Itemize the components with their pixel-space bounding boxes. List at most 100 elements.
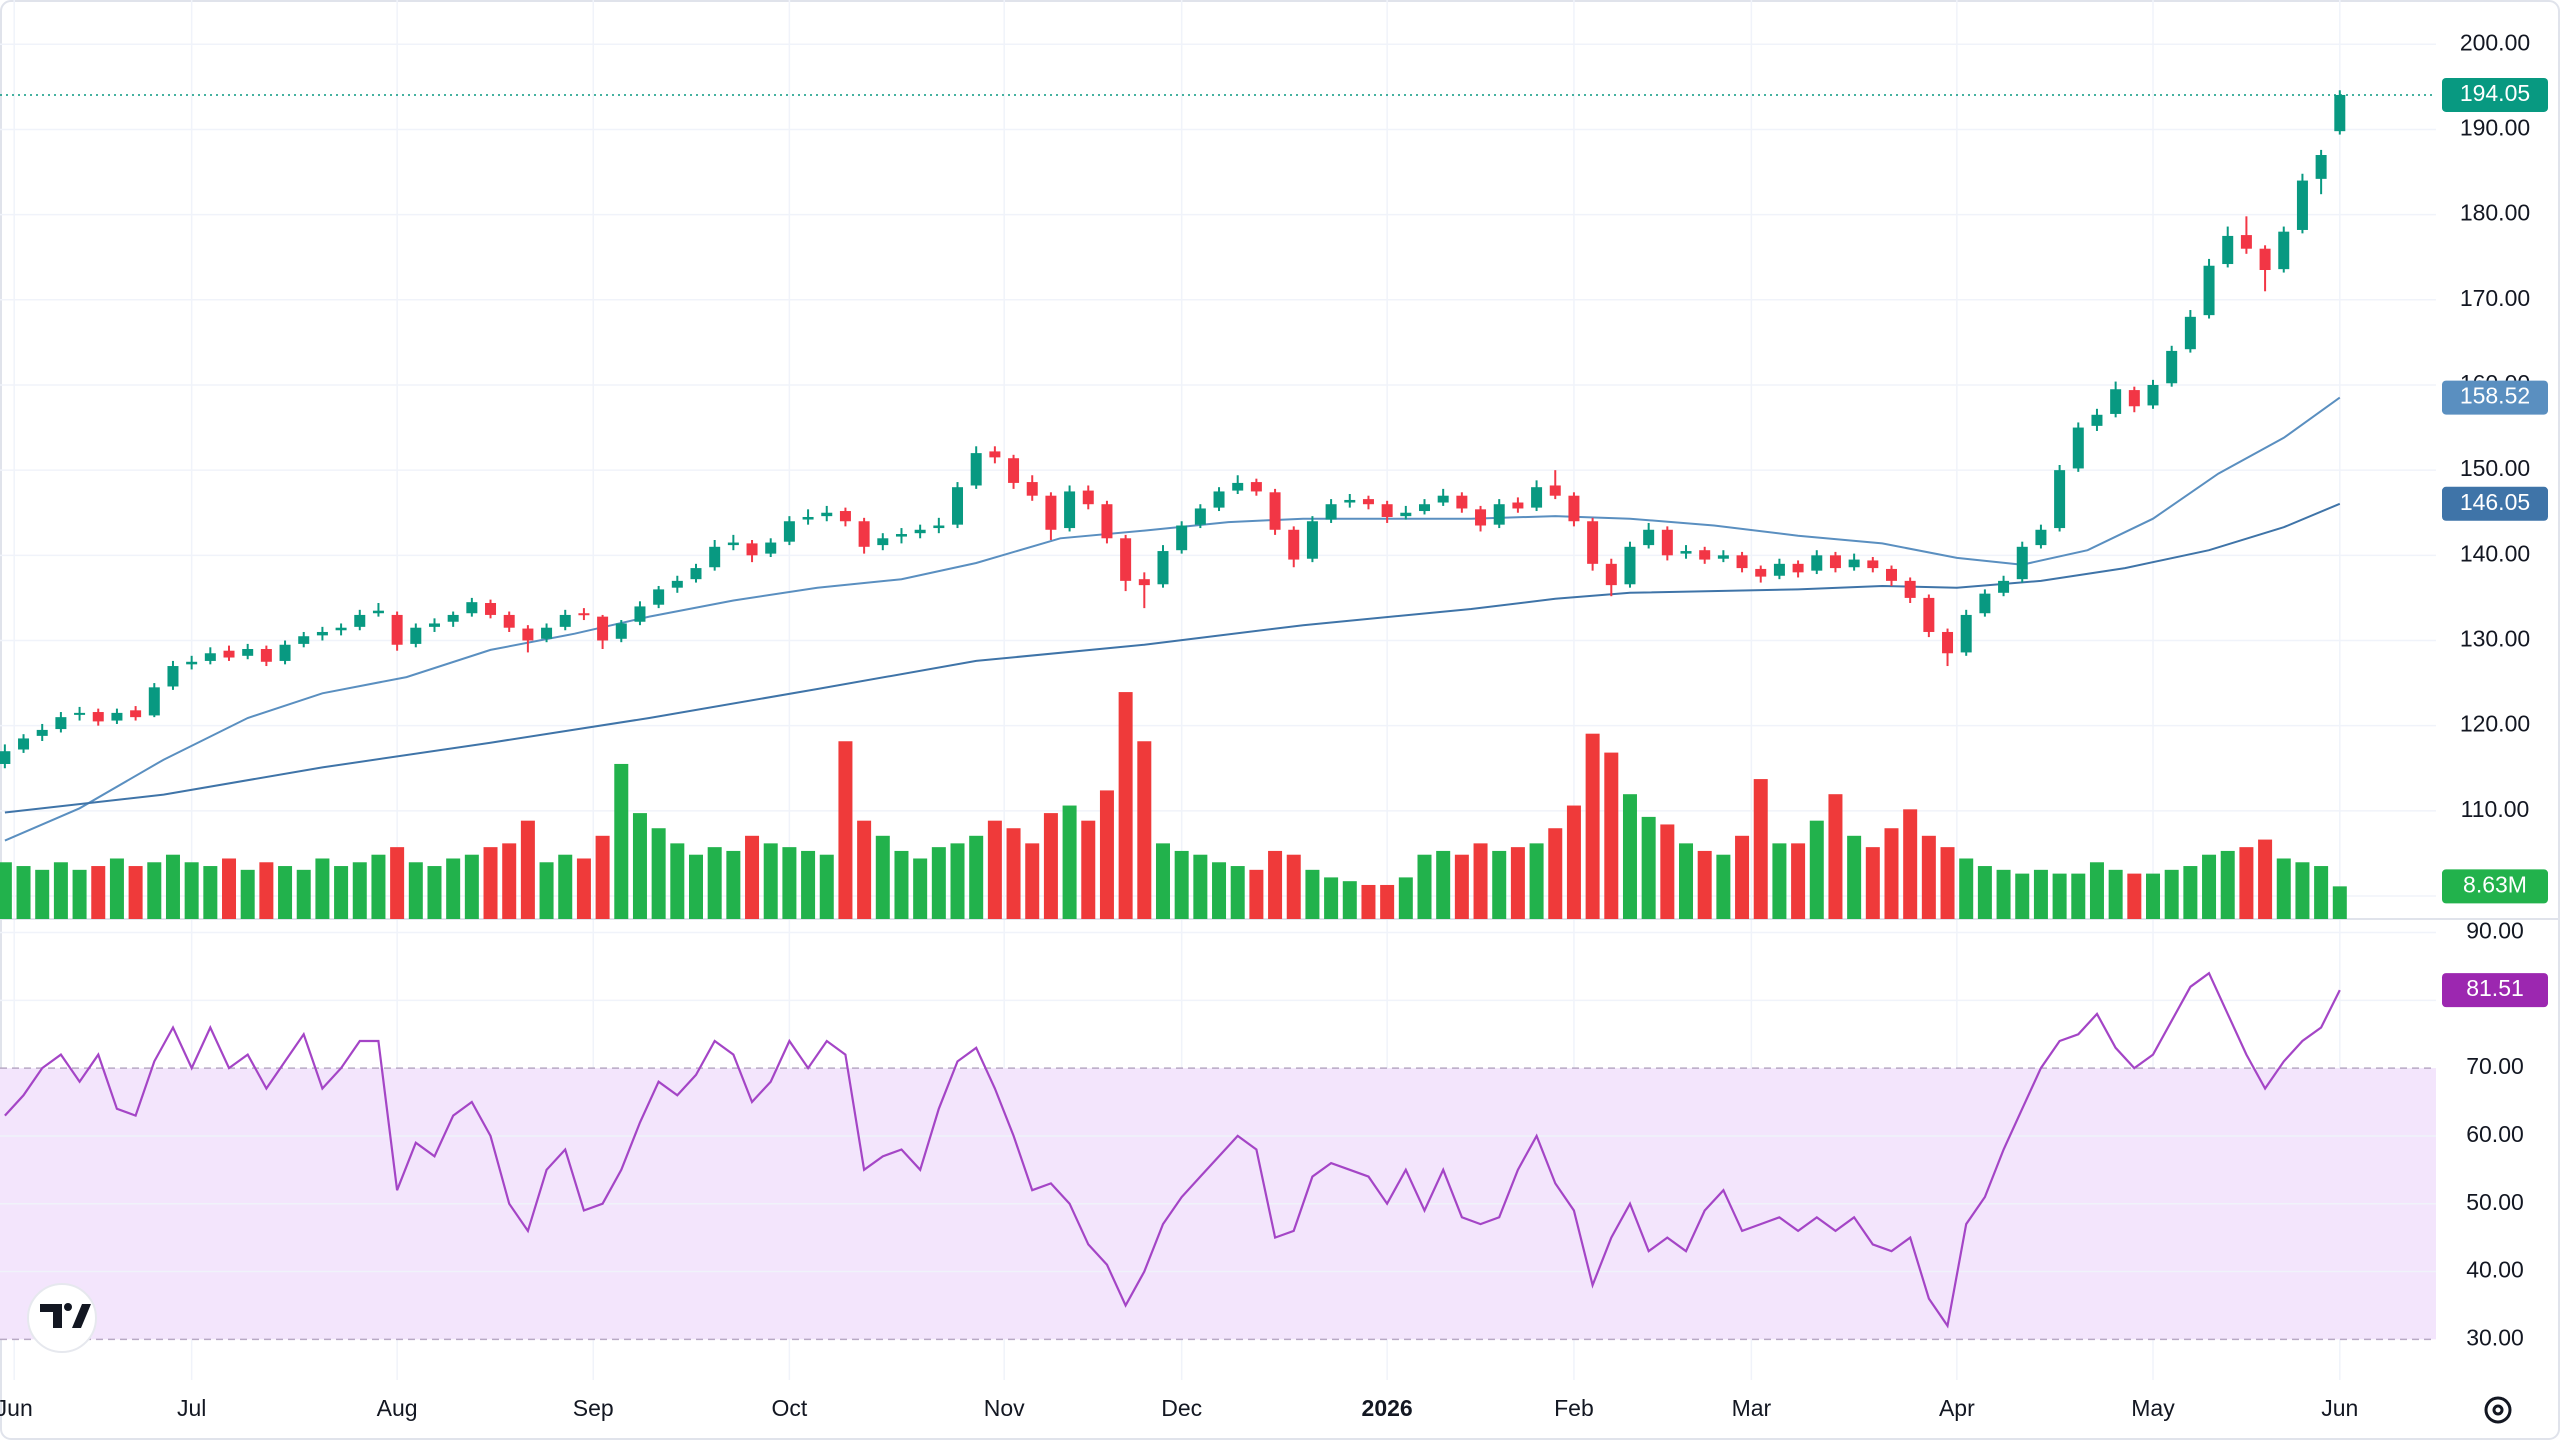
volume-bar — [1174, 850, 1189, 919]
volume-bar — [296, 869, 311, 919]
volume-bar — [1342, 881, 1357, 919]
candle-body — [1381, 504, 1393, 517]
candle-body — [1288, 529, 1300, 560]
candle-body — [1624, 546, 1636, 585]
candle-body — [1811, 555, 1823, 571]
volume-bar — [894, 850, 909, 919]
volume-bar — [446, 858, 461, 919]
x-tick-label: Jun — [0, 1395, 33, 1421]
candle-body — [1661, 529, 1673, 556]
candle-body — [2203, 265, 2215, 316]
volume-bar — [1286, 854, 1301, 919]
candle-body — [1026, 482, 1038, 496]
volume-bar — [1940, 847, 1955, 919]
volume-bar — [109, 858, 124, 919]
candle-body — [485, 603, 497, 615]
y-tick-label: 140.00 — [2460, 540, 2530, 566]
value-tag — [2442, 486, 2548, 521]
candle-body — [2035, 529, 2047, 546]
volume-bar — [1380, 884, 1395, 919]
volume-bar — [670, 843, 685, 919]
candle-body — [578, 613, 590, 616]
candle-body — [1904, 580, 1916, 598]
volume-bar — [371, 854, 386, 919]
gear-hub — [2492, 1404, 2504, 1416]
candle-body — [74, 712, 86, 715]
volume-bar — [1249, 869, 1264, 919]
logo-dot — [64, 1303, 72, 1311]
volume-bar — [651, 828, 666, 919]
y-tick-label: 50.00 — [2466, 1189, 2524, 1215]
y-tick-label: 120.00 — [2460, 711, 2530, 737]
volume-bar — [1268, 850, 1283, 919]
candle-body — [354, 614, 366, 627]
candle-body — [2054, 470, 2066, 529]
volume-bar — [1155, 843, 1170, 919]
candle-body — [1717, 555, 1729, 559]
candle-body — [1064, 491, 1076, 529]
candle-body — [1400, 512, 1412, 517]
volume-bar — [1193, 854, 1208, 919]
volume-bar — [1398, 877, 1413, 919]
volume-bar — [2202, 854, 2217, 919]
candle-body — [1736, 555, 1748, 569]
volume-bar — [1697, 850, 1712, 919]
candle-body — [1176, 525, 1188, 551]
candle-body — [1101, 504, 1113, 539]
candle-body — [1456, 495, 1468, 509]
x-tick-label: 2026 — [1362, 1395, 1413, 1421]
candle-body — [690, 568, 702, 580]
volume-bar — [1324, 877, 1339, 919]
volume-bar — [1099, 790, 1114, 919]
candle-body — [2091, 414, 2103, 426]
logo[interactable] — [27, 1283, 97, 1353]
candle-body — [242, 649, 254, 656]
volume-bar — [707, 847, 722, 919]
candle-body — [18, 738, 30, 750]
volume-bar — [763, 843, 778, 919]
candle-body — [111, 712, 123, 721]
volume-bar — [875, 835, 890, 919]
volume-bar — [539, 862, 554, 919]
candle-body — [1250, 482, 1262, 492]
candle-body — [335, 627, 347, 631]
volume-bar — [53, 862, 68, 919]
volume-bar — [857, 820, 872, 919]
candle-body — [1942, 631, 1954, 654]
y-tick-label: 150.00 — [2460, 455, 2530, 481]
candle-body — [2166, 350, 2178, 384]
candle-body — [1680, 551, 1692, 554]
volume-bar — [1660, 824, 1675, 919]
candle-body — [597, 616, 609, 641]
volume-bar — [1473, 843, 1488, 919]
value-tag — [2442, 380, 2548, 415]
volume-bar — [2071, 873, 2086, 919]
volume-bar — [259, 862, 274, 919]
candle-body — [1045, 495, 1057, 530]
volume-bar — [1622, 794, 1637, 919]
volume-bar — [1529, 843, 1544, 919]
settings-button[interactable] — [2484, 1396, 2512, 1424]
volume-bar — [782, 847, 797, 919]
candle-body — [372, 610, 384, 614]
volume-bar — [801, 850, 816, 919]
volume-bar — [315, 858, 330, 919]
volume-bar — [408, 862, 423, 919]
candle-body — [1885, 568, 1897, 581]
candle-body — [1923, 597, 1935, 632]
candle-body — [746, 543, 758, 556]
y-tick-label: 70.00 — [2466, 1053, 2524, 1079]
candle-body — [559, 614, 571, 627]
candle-body — [1157, 551, 1169, 585]
volume-bar — [614, 763, 629, 919]
candle-body — [1773, 563, 1785, 576]
value-tag — [2442, 77, 2548, 112]
candle-body — [952, 487, 964, 525]
x-tick-label: Feb — [1554, 1395, 1594, 1421]
candle-body — [1755, 568, 1767, 577]
volume-bar — [969, 835, 984, 919]
volume-bar — [2033, 869, 2048, 919]
candle-body — [1549, 485, 1561, 496]
candle-body — [279, 644, 291, 661]
